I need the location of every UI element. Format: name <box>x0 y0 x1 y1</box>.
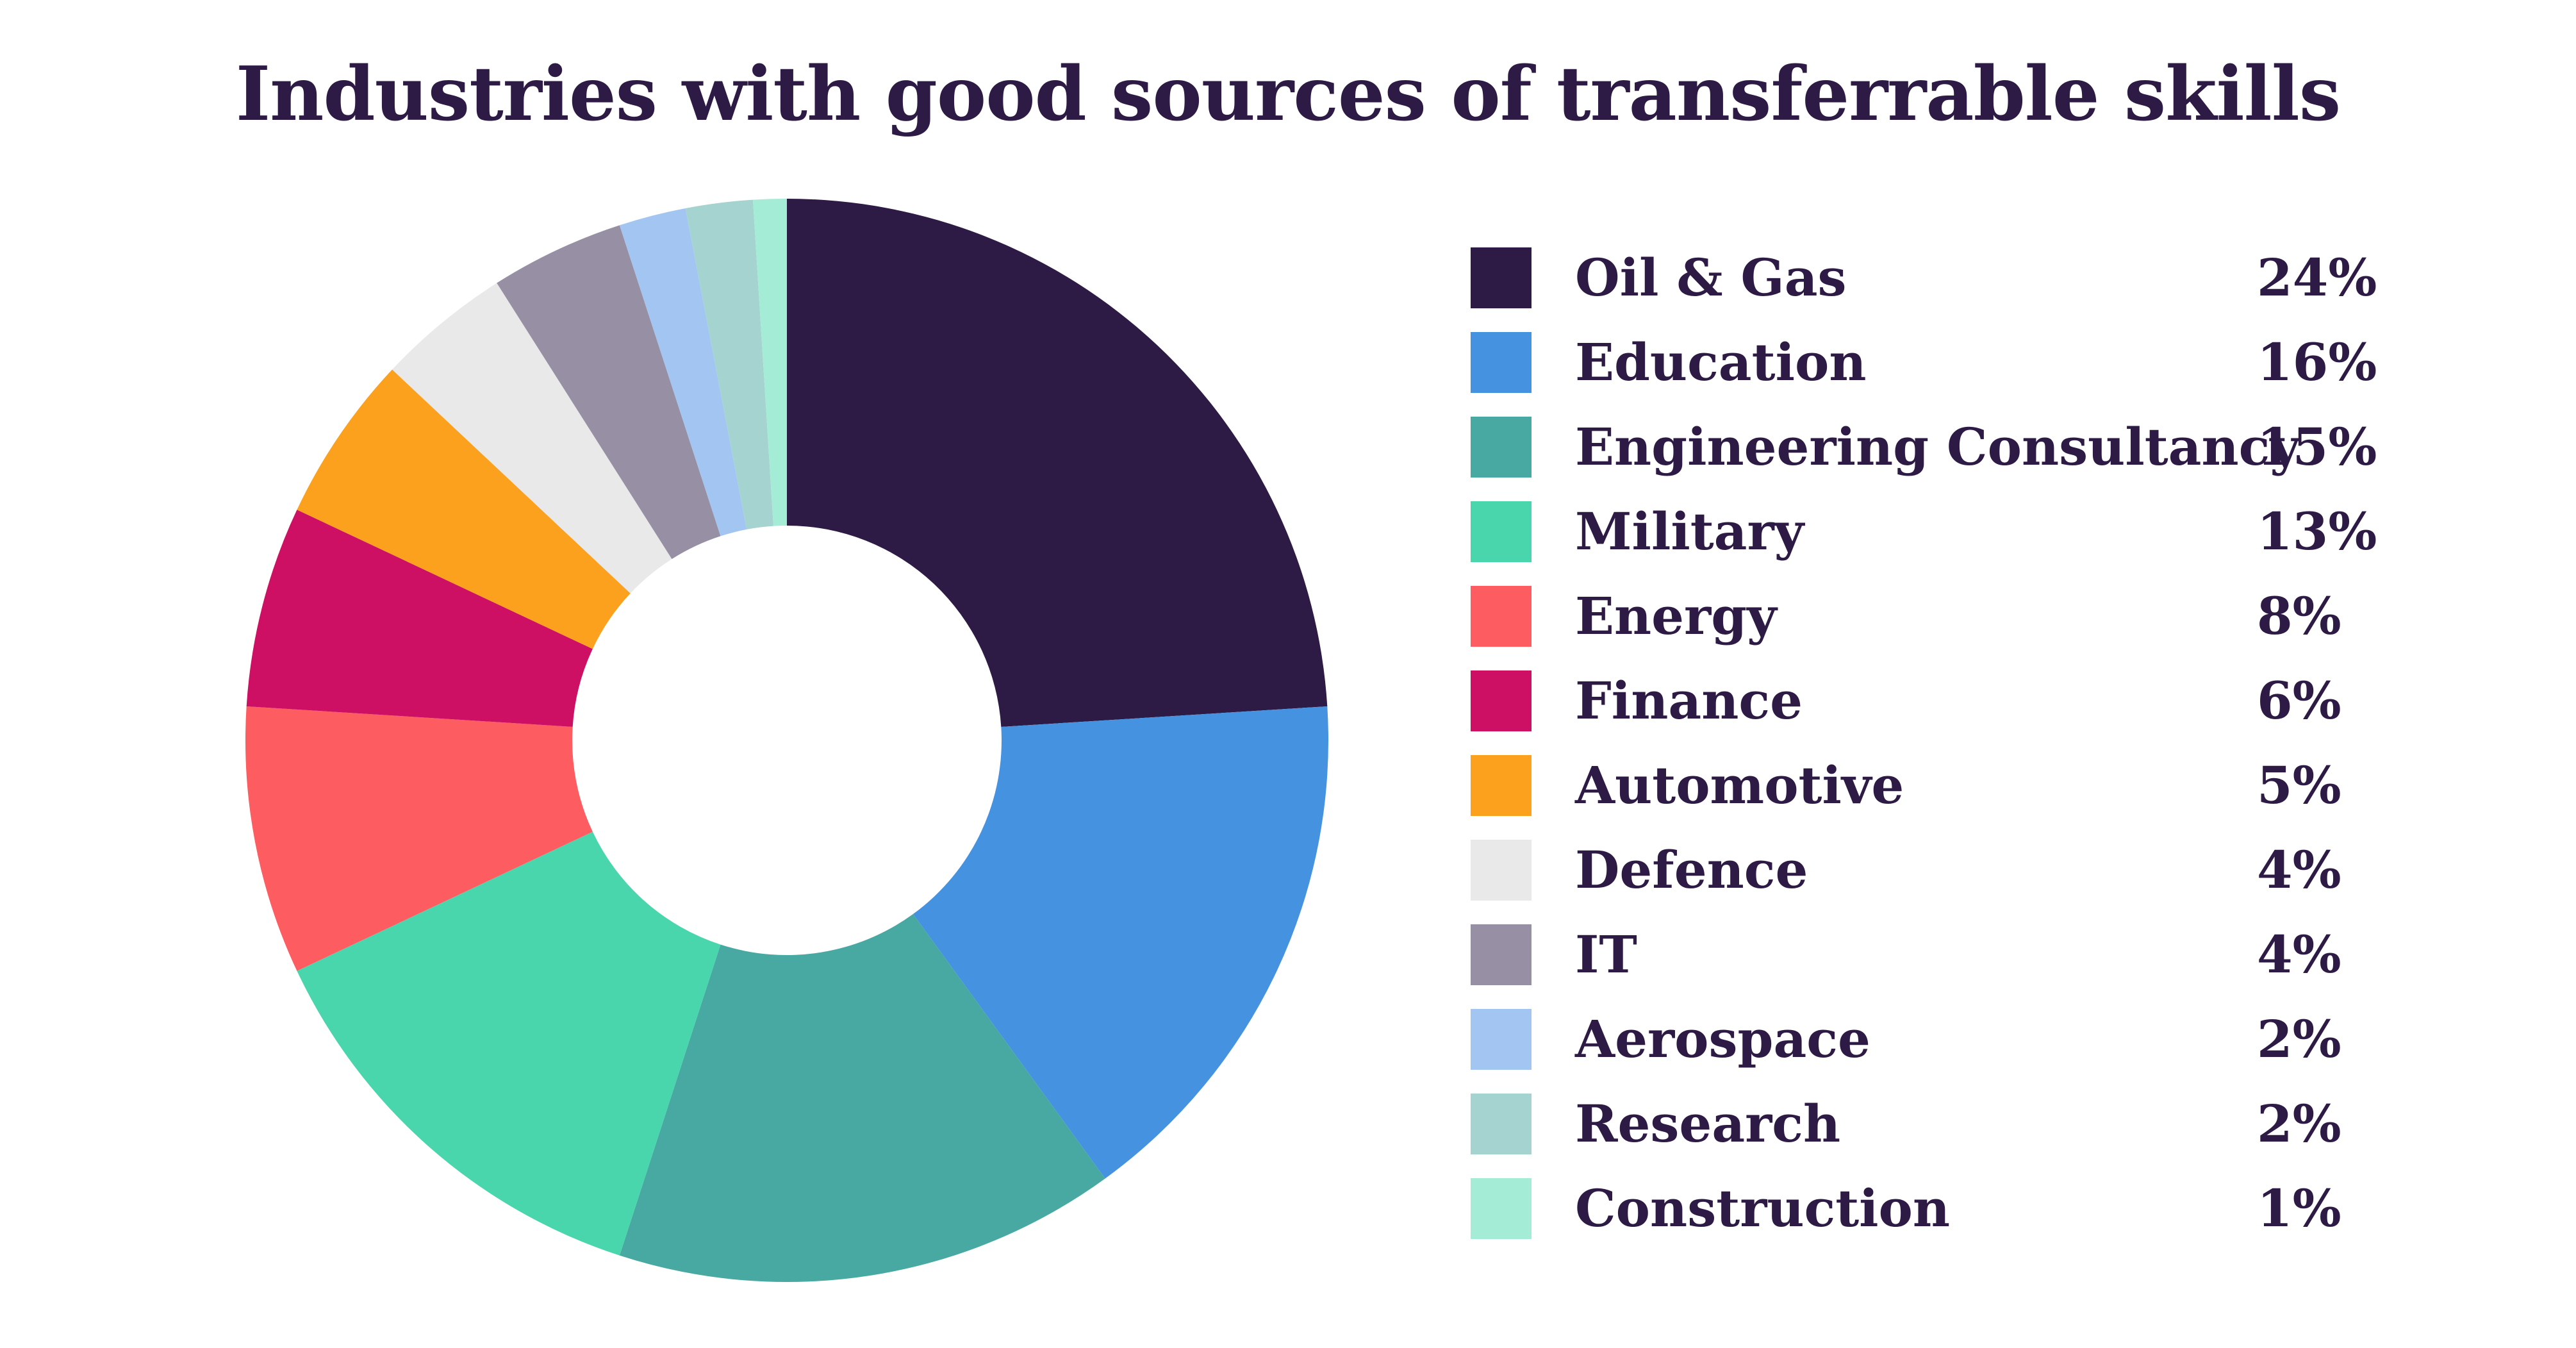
legend-label: Engineering Consultancy <box>1575 417 2300 477</box>
slice-aerospace <box>619 208 747 537</box>
legend-swatch <box>1471 1094 1532 1154</box>
legend-item-research: Research 2% <box>1471 1090 2400 1174</box>
legend-label: Finance <box>1575 670 1803 731</box>
chart-title: Industries with good sources of transfer… <box>235 51 2341 138</box>
legend-value: 15% <box>2257 417 2377 477</box>
legend-label: Automotive <box>1575 755 1904 815</box>
legend-label: Education <box>1575 332 1867 392</box>
legend-item-engineering-consultancy: Engineering Consultancy 15% <box>1471 413 2400 497</box>
legend-value: 24% <box>2257 247 2377 308</box>
legend-item-oil-gas: Oil & Gas 24% <box>1471 244 2400 328</box>
legend-item-education: Education 16% <box>1471 328 2400 413</box>
legend-value: 4% <box>2257 840 2341 900</box>
legend-value: 1% <box>2257 1178 2341 1238</box>
chart-legend: Oil & Gas 24% Education 16% Engineering Cons… <box>1471 244 2400 1259</box>
legend-item-construction: Construction 1% <box>1471 1174 2400 1259</box>
legend-value: 8% <box>2257 586 2341 646</box>
legend-swatch <box>1471 417 1532 478</box>
slice-military <box>297 831 721 1256</box>
legend-item-aerospace: Aerospace 2% <box>1471 1005 2400 1090</box>
legend-swatch <box>1471 840 1532 901</box>
legend-swatch <box>1471 1009 1532 1070</box>
slice-energy <box>245 706 593 971</box>
legend-label: Energy <box>1575 586 1777 646</box>
legend-label: Defence <box>1575 840 1808 900</box>
slice-defence <box>392 283 672 594</box>
slice-construction <box>752 199 787 526</box>
legend-value: 5% <box>2257 755 2341 815</box>
legend-item-automotive: Automotive 5% <box>1471 751 2400 836</box>
legend-label: Construction <box>1575 1178 1951 1238</box>
legend-label: Research <box>1575 1094 1841 1154</box>
legend-swatch <box>1471 1178 1532 1239</box>
slice-engineering-consultancy <box>619 914 1105 1282</box>
legend-item-it: IT 4% <box>1471 920 2400 1005</box>
legend-swatch <box>1471 247 1532 308</box>
legend-item-military: Military 13% <box>1471 497 2400 582</box>
legend-label: Military <box>1575 501 1804 562</box>
legend-item-defence: Defence 4% <box>1471 836 2400 920</box>
legend-value: 4% <box>2257 924 2341 985</box>
legend-swatch <box>1471 755 1532 816</box>
legend-label: IT <box>1575 924 1637 985</box>
legend-swatch <box>1471 586 1532 647</box>
slice-education <box>912 706 1328 1179</box>
legend-swatch <box>1471 670 1532 731</box>
legend-value: 13% <box>2257 501 2377 562</box>
slice-it <box>497 225 721 560</box>
slice-finance <box>246 510 593 727</box>
legend-swatch <box>1471 501 1532 562</box>
legend-swatch <box>1471 924 1532 985</box>
legend-value: 16% <box>2257 332 2377 392</box>
legend-value: 2% <box>2257 1009 2341 1069</box>
legend-label: Aerospace <box>1575 1009 1870 1069</box>
slice-oil-gas <box>787 199 1328 727</box>
legend-item-energy: Energy 8% <box>1471 582 2400 667</box>
legend-value: 2% <box>2257 1094 2341 1154</box>
legend-swatch <box>1471 332 1532 393</box>
legend-value: 6% <box>2257 670 2341 731</box>
legend-item-finance: Finance 6% <box>1471 667 2400 751</box>
legend-label: Oil & Gas <box>1575 247 1847 308</box>
slice-research <box>685 199 773 529</box>
slice-automotive <box>297 369 631 649</box>
donut-chart <box>245 199 1328 1282</box>
